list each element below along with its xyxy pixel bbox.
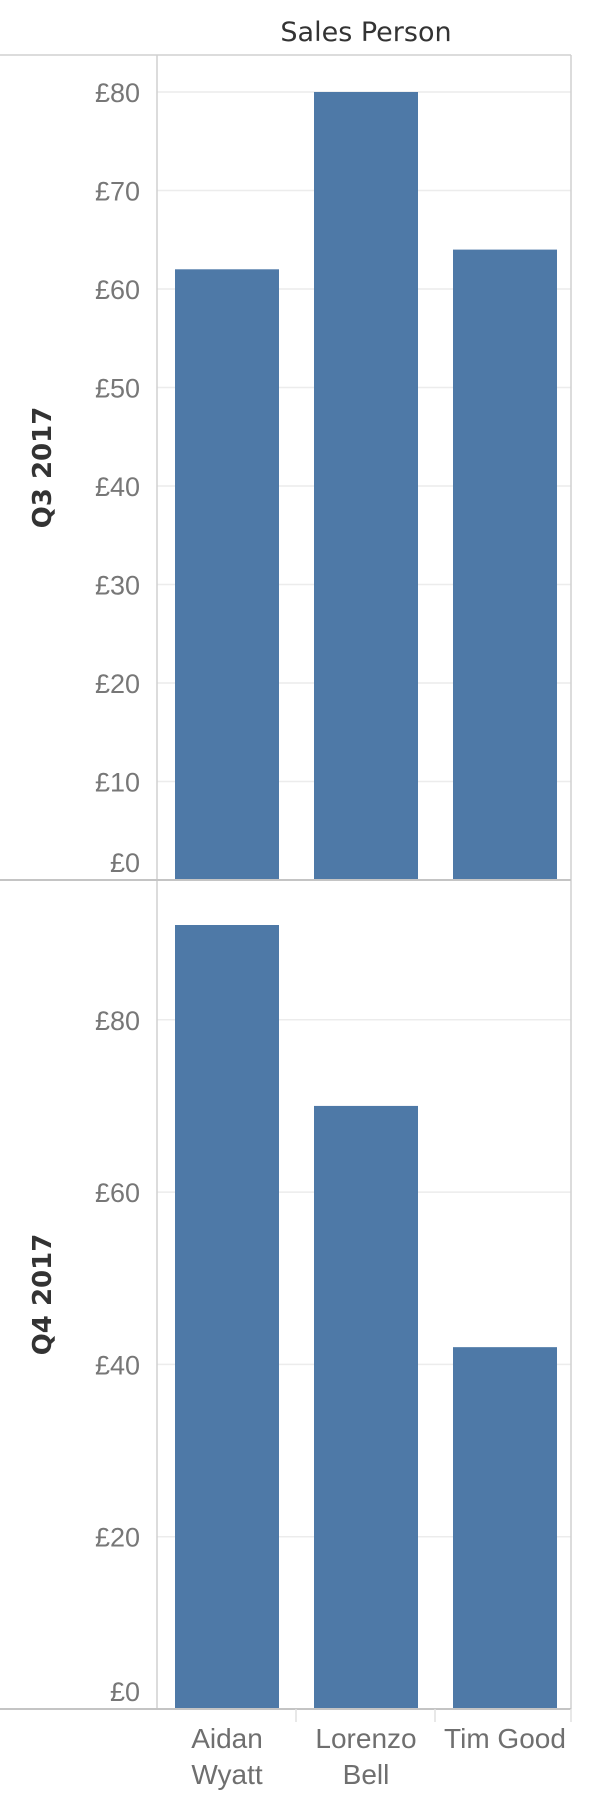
y-tick-label: £40 — [95, 472, 140, 502]
y-tick-label: £80 — [95, 1006, 140, 1036]
x-category-label: Wyatt — [191, 1759, 263, 1790]
x-category-label: Bell — [343, 1759, 390, 1790]
y-tick-label: £80 — [95, 78, 140, 108]
y-tick-label: £60 — [95, 275, 140, 305]
bar — [175, 925, 279, 1709]
y-tick-label: £70 — [95, 177, 140, 207]
y-tick-label: £30 — [95, 571, 140, 601]
y-tick-label: £20 — [95, 669, 140, 699]
row-header: Q3 2017 — [28, 407, 58, 529]
y-tick-label: £0 — [110, 1677, 140, 1707]
x-category-label: Lorenzo — [315, 1723, 416, 1754]
y-tick-label: £0 — [110, 848, 140, 878]
bar — [314, 1105, 418, 1709]
bar — [175, 269, 279, 880]
y-tick-label: £20 — [95, 1523, 140, 1553]
row-header: Q4 2017 — [28, 1234, 58, 1356]
y-tick-label: £50 — [95, 374, 140, 404]
plot-area: £0 £10 £20 £30 £40 £50 £60 £70 £80 Q3 2017 £0 £20 £4… — [0, 54, 572, 1790]
x-category-label: Aidan — [191, 1723, 263, 1754]
x-category-label: Tim Good — [444, 1723, 566, 1754]
y-tick-label: £60 — [95, 1178, 140, 1208]
column-header: Sales Person — [280, 17, 451, 48]
bar — [314, 92, 418, 880]
bar — [453, 249, 557, 881]
y-tick-label: £10 — [95, 768, 140, 798]
bar — [453, 1347, 557, 1709]
y-tick-label: £40 — [95, 1350, 140, 1380]
